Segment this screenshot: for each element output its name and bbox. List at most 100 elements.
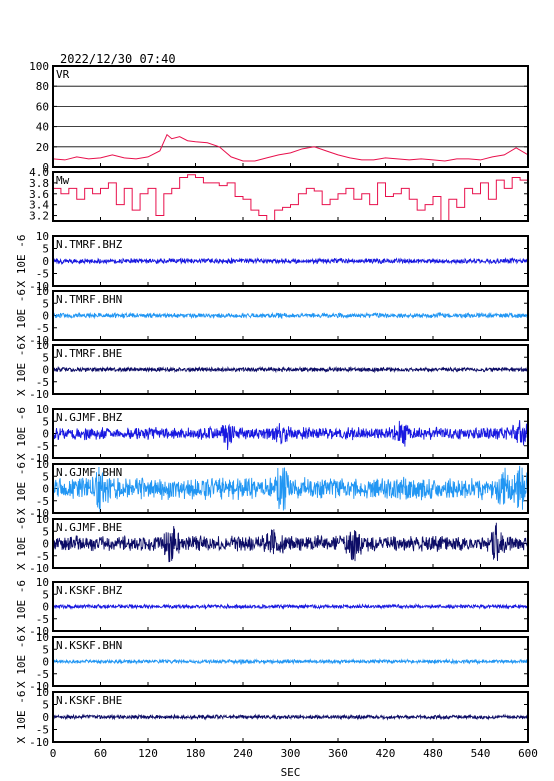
- y-tick-label: 0: [42, 364, 49, 377]
- y-tick-label: 3.8: [29, 177, 49, 190]
- y-tick-label: 0: [42, 538, 49, 551]
- x-tick-label: 180: [186, 747, 206, 760]
- y-tick-label: 10: [36, 285, 49, 298]
- x-tick-label: 540: [471, 747, 491, 760]
- panel-label: N.GJMF.BHZ: [56, 411, 123, 424]
- y-tick-label: 80: [36, 80, 49, 93]
- y-tick-label: 0: [42, 255, 49, 268]
- series-line: [53, 311, 528, 320]
- x-axis: 0 60 120 180 240 300 360 420 480 540 600 SEC: [50, 747, 538, 779]
- y-tick-label: 60: [36, 100, 49, 113]
- panel-label: N.KSKF.BHZ: [56, 584, 123, 597]
- y-tick-label: -5: [36, 668, 49, 681]
- series-line: [53, 257, 528, 266]
- y-tick-label: -10: [29, 452, 49, 465]
- y-tick-label: 5: [42, 588, 49, 601]
- y-tick-label: -10: [29, 680, 49, 693]
- y-axis-label: X 10E -6: [15, 635, 28, 688]
- panel-frame: [52, 65, 529, 168]
- y-tick-label: 5: [42, 297, 49, 310]
- y-tick-label: 0: [42, 601, 49, 614]
- y-axis-label: X 10E -6: [15, 235, 28, 288]
- y-tick-label: 0: [42, 711, 49, 724]
- series-line: [53, 465, 528, 513]
- y-axis-label: X 10E -6: [15, 289, 28, 342]
- panel-label: N.KSKF.BHN: [56, 639, 122, 652]
- y-tick-label: 10: [36, 576, 49, 589]
- panel-label: N.TMRF.BHZ: [56, 238, 123, 251]
- x-tick-label: 300: [281, 747, 301, 760]
- series-line: [53, 713, 528, 721]
- y-tick-label: -5: [36, 376, 49, 389]
- y-tick-label: 3.6: [29, 188, 49, 201]
- timestamp-label: 2022/12/30 07:40: [60, 52, 176, 66]
- y-tick-label: 0: [42, 161, 49, 174]
- panel-label: VR: [56, 68, 70, 81]
- y-tick-label: 100: [29, 60, 49, 73]
- panel-label: N.TMRF.BHN: [56, 293, 122, 306]
- y-tick-label: -5: [36, 440, 49, 453]
- x-tick-label: 60: [94, 747, 107, 760]
- x-axis-label: SEC: [281, 766, 301, 779]
- y-tick-label: -10: [29, 334, 49, 347]
- y-tick-label: 10: [36, 458, 49, 471]
- panel-label: N.KSKF.BHE: [56, 694, 122, 707]
- y-axis-label: X 10E -6: [15, 691, 28, 744]
- panel-mw: 4.03.83.63.43.2 Mw: [29, 166, 529, 223]
- y-tick-label: 5: [42, 351, 49, 364]
- series-line: [53, 657, 528, 666]
- y-tick-label: 5: [42, 243, 49, 256]
- panel-vr: 100 80 60 40 20 0 VR: [29, 60, 529, 174]
- series-line: [53, 365, 528, 374]
- y-tick-label: 0: [42, 656, 49, 669]
- y-tick-label: 0: [42, 483, 49, 496]
- y-tick-label: 5: [42, 415, 49, 428]
- series-line: [53, 522, 528, 563]
- y-axis-label: X 10E -6: [15, 580, 28, 633]
- panel-label: N.GJMF.BHN: [56, 466, 122, 479]
- y-axis-label: X 10E -6: [15, 462, 28, 515]
- y-tick-label: -10: [29, 507, 49, 520]
- y-tick-label: 5: [42, 525, 49, 538]
- y-tick-label: 10: [36, 403, 49, 416]
- y-tick-label: -5: [36, 322, 49, 335]
- x-tick-label: 0: [50, 747, 57, 760]
- y-tick-label: -5: [36, 724, 49, 737]
- x-tick-label: 600: [518, 747, 538, 760]
- y-tick-label: 40: [36, 121, 49, 134]
- y-tick-label: 5: [42, 699, 49, 712]
- y-tick-label: -5: [36, 550, 49, 563]
- y-tick-label: 5: [42, 470, 49, 483]
- y-axis-label: X 10E -6: [15, 517, 28, 570]
- series-line: [53, 174, 528, 221]
- y-tick-label: -10: [29, 562, 49, 575]
- y-tick-label: 10: [36, 230, 49, 243]
- y-tick-label: 10: [36, 686, 49, 699]
- y-tick-label: 4.0: [29, 166, 49, 179]
- x-tick-label: 240: [233, 747, 253, 760]
- y-tick-label: -10: [29, 280, 49, 293]
- y-axis-label: X 10E -6: [15, 407, 28, 460]
- y-tick-label: 10: [36, 339, 49, 352]
- series-line: [53, 602, 528, 610]
- y-tick-label: -10: [29, 388, 49, 401]
- y-tick-label: 20: [36, 141, 49, 154]
- y-tick-label: -5: [36, 268, 49, 281]
- y-tick-label: 0: [42, 310, 49, 323]
- x-tick-label: 120: [138, 747, 158, 760]
- panel-label: N.GJMF.BHE: [56, 521, 122, 534]
- x-tick-label: 420: [376, 747, 396, 760]
- panels-group: 100806040200VR4.03.83.63.43.2Mw1050-5-10…: [15, 60, 529, 749]
- panel-label: N.TMRF.BHE: [56, 347, 122, 360]
- y-tick-label: 3.4: [29, 199, 49, 212]
- series-line: [53, 420, 528, 451]
- y-tick-label: 3.2: [29, 210, 49, 223]
